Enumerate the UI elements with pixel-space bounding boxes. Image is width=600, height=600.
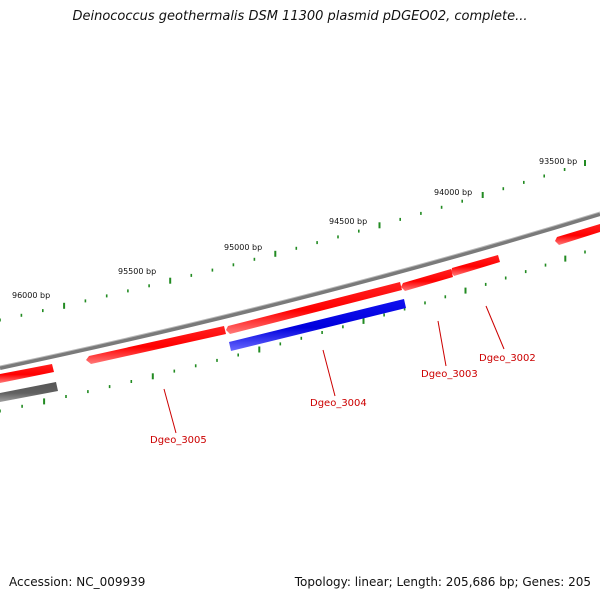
leader-dgeo-3005 (163, 388, 177, 434)
accession-text: Accession: NC_009939 (9, 575, 146, 589)
gene-dgeo-3004[interactable] (229, 299, 406, 351)
gene-label-dgeo-3004: Dgeo_3004 (310, 398, 367, 409)
gene-left-forward[interactable] (0, 364, 54, 383)
summary-text: Topology: linear; Length: 205,686 bp; Ge… (294, 575, 591, 589)
inner-scale-ticks (0, 250, 586, 413)
scale-label-95000: 95000 bp (224, 243, 262, 252)
gene-dgeo-3005[interactable] (86, 326, 226, 364)
gene-label-dgeo-3005: Dgeo_3005 (150, 435, 207, 446)
gene-middle-forward[interactable] (226, 282, 402, 334)
scale-label-94000: 94000 bp (434, 188, 472, 197)
scale-label-96000: 96000 bp (12, 291, 50, 300)
gene-label-dgeo-3002: Dgeo_3002 (479, 353, 536, 364)
gene-dgeo-3003[interactable] (401, 269, 453, 291)
scale-label-93500: 93500 bp (539, 157, 577, 166)
gene-dgeo-3002[interactable] (451, 255, 500, 276)
leader-dgeo-3004 (322, 349, 336, 397)
backbone-line (0, 212, 600, 370)
gene-upstream-right[interactable] (555, 224, 600, 245)
scale-ticks (0, 160, 586, 322)
leader-dgeo-3002 (485, 305, 505, 350)
leader-dgeo-3003 (437, 320, 447, 367)
backbone-highlight (0, 211, 600, 367)
map-title: Deinococcus geothermalis DSM 11300 plasm… (72, 9, 528, 24)
gene-label-dgeo-3003: Dgeo_3003 (421, 369, 478, 380)
scale-label-94500: 94500 bp (329, 217, 367, 226)
scale-label-95500: 95500 bp (118, 267, 156, 276)
feature-gray-left[interactable] (0, 382, 58, 402)
